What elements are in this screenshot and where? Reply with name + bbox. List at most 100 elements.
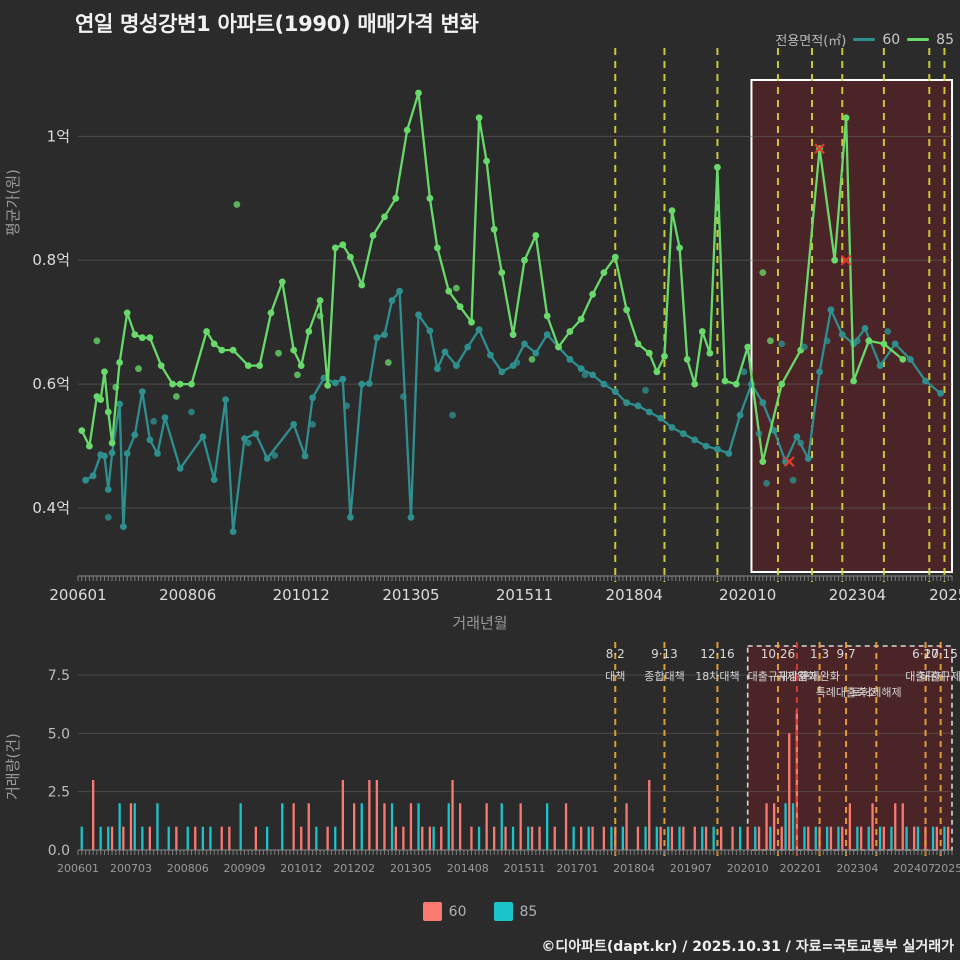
policy-event-label: 18차대책 xyxy=(695,670,739,683)
main-scatter-point xyxy=(755,430,763,438)
main-x-tick-label: 201305 xyxy=(382,586,439,604)
volume-bar-60 xyxy=(368,780,371,850)
main-data-point xyxy=(691,436,699,444)
volume-bar-85 xyxy=(133,803,136,850)
main-data-point xyxy=(324,382,332,389)
volume-bar-85 xyxy=(334,826,337,850)
volume-bar-60 xyxy=(935,826,938,850)
main-data-point xyxy=(123,450,131,457)
volume-bar-85 xyxy=(814,826,817,850)
main-data-point xyxy=(698,328,706,335)
volume-bar-60 xyxy=(773,803,776,850)
main-data-point xyxy=(487,351,494,359)
main-data-point xyxy=(301,452,309,460)
volume-bar-85 xyxy=(610,826,613,850)
legend-swatch-85 xyxy=(907,38,930,41)
volume-bar-85 xyxy=(99,826,102,850)
main-data-point xyxy=(210,476,218,483)
main-data-point xyxy=(244,362,252,369)
volume-highlight-region xyxy=(746,645,953,851)
volume-bar-60 xyxy=(383,803,386,850)
volume-bar-60 xyxy=(636,826,640,850)
volume-bar-85 xyxy=(791,803,795,850)
volume-bar-85 xyxy=(266,826,269,850)
main-scatter-point xyxy=(244,439,252,447)
main-scatter-point xyxy=(453,284,460,292)
main-scatter-point xyxy=(797,439,805,447)
main-x-tick-label: 201511 xyxy=(496,586,553,604)
volume-bar-85 xyxy=(916,826,920,850)
main-data-point xyxy=(252,430,260,438)
main-data-point xyxy=(842,114,850,122)
main-data-point xyxy=(611,388,619,395)
cancelled-trade-marker xyxy=(840,254,852,266)
volume-bar-85 xyxy=(527,826,530,850)
main-data-point xyxy=(369,232,377,239)
volume-bar-60 xyxy=(614,826,617,850)
volume-bar-60 xyxy=(818,826,821,850)
main-data-point xyxy=(82,476,89,484)
policy-event-date: 10·15 xyxy=(923,647,957,661)
main-data-point xyxy=(154,450,161,457)
policy-event-label: 규제완화 xyxy=(777,670,817,683)
main-scatter-point xyxy=(759,269,767,276)
main-data-point xyxy=(555,343,562,351)
main-data-point xyxy=(131,331,139,338)
main-data-point xyxy=(267,309,275,317)
volume-bar-60 xyxy=(485,803,488,850)
main-data-point xyxy=(263,455,271,462)
policy-event-label: 규제완화 xyxy=(799,670,839,683)
main-data-point xyxy=(104,408,112,416)
policy-event-label: 대출규제 xyxy=(920,670,960,683)
main-scatter-point xyxy=(449,411,456,419)
volume-bar-60 xyxy=(720,826,723,850)
main-data-point xyxy=(146,334,154,342)
main-data-point xyxy=(434,365,441,373)
main-data-point xyxy=(441,348,449,356)
main-data-point xyxy=(339,375,347,383)
volume-bar-85 xyxy=(856,826,859,850)
main-data-point xyxy=(120,523,127,530)
main-scatter-point xyxy=(294,371,301,379)
main-data-point xyxy=(589,290,596,298)
volume-legend-swatch-85 xyxy=(493,902,513,921)
main-data-point xyxy=(498,269,506,276)
main-data-point xyxy=(721,377,729,385)
volume-legend-item-85: 85 xyxy=(493,902,537,921)
main-data-point xyxy=(634,402,642,410)
main-data-point xyxy=(290,421,298,428)
main-data-point xyxy=(373,334,381,342)
volume-chart-legend: 60 85 xyxy=(0,902,960,921)
main-data-point xyxy=(229,346,237,354)
volume-bar-60 xyxy=(765,803,768,850)
volume-bar-60 xyxy=(148,826,151,850)
volume-bar-60 xyxy=(746,826,749,850)
volume-bar-60 xyxy=(394,826,397,850)
main-data-point xyxy=(278,278,286,286)
volume-bar-85 xyxy=(943,826,946,850)
volume-bar-85 xyxy=(784,803,787,850)
main-data-point xyxy=(358,281,366,289)
volume-bar-60 xyxy=(129,803,133,850)
volume-bar-85 xyxy=(209,826,212,850)
main-scatter-point xyxy=(93,337,101,345)
main-data-point xyxy=(676,244,683,252)
volume-bar-60 xyxy=(110,826,114,850)
main-data-point xyxy=(611,253,619,261)
main-series-line-60 xyxy=(84,290,942,533)
policy-event-label: 대출규제 xyxy=(905,670,945,683)
main-data-point xyxy=(645,349,653,357)
main-data-point xyxy=(116,400,123,408)
volume-bar-60 xyxy=(470,826,473,850)
volume-bar-85 xyxy=(826,826,829,850)
main-data-point xyxy=(388,297,396,304)
main-data-point xyxy=(899,356,907,363)
volume-bar-85 xyxy=(905,826,908,850)
main-y-tick-label: 1억 xyxy=(47,127,70,145)
volume-bar-60 xyxy=(194,826,197,850)
volume-bar-60 xyxy=(913,826,916,850)
volume-bar-60 xyxy=(648,780,651,850)
main-data-point xyxy=(104,486,112,493)
volume-x-tick-label: 201202 xyxy=(333,862,375,875)
main-data-point xyxy=(600,269,608,276)
